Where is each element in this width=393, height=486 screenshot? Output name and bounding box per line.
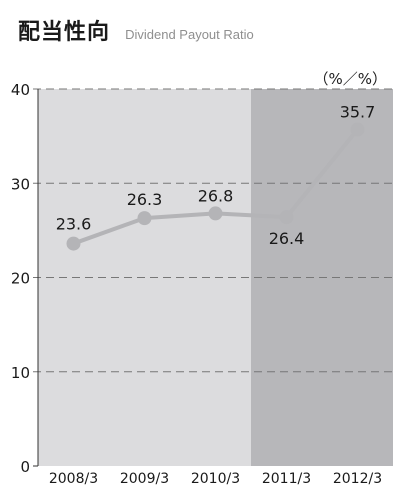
y-tick-label: 40 [11, 81, 30, 99]
data-point [66, 236, 81, 251]
data-point [350, 122, 365, 137]
y-tick-label: 0 [20, 458, 30, 476]
x-tick-label: 2012/3 [333, 471, 382, 486]
chart-title-en: Dividend Payout Ratio [125, 27, 254, 42]
x-tick-label: 2009/3 [120, 471, 169, 486]
y-tick-label: 30 [11, 175, 30, 193]
data-label: 26.8 [198, 186, 234, 205]
x-tick-label: 2011/3 [262, 471, 311, 486]
data-label: 23.6 [56, 215, 92, 234]
data-point [208, 206, 223, 221]
data-point [279, 210, 294, 225]
data-point [137, 211, 152, 226]
x-tick-label: 2010/3 [191, 471, 240, 486]
unit-label: （%／%） [313, 70, 387, 88]
data-label: 26.4 [269, 229, 305, 248]
data-label: 26.3 [127, 190, 163, 209]
y-tick-label: 20 [11, 270, 30, 288]
chart-title: 配当性向 Dividend Payout Ratio [18, 14, 254, 46]
chart-title-jp: 配当性向 [18, 20, 111, 45]
x-tick-label: 2008/3 [49, 471, 98, 486]
y-tick-label: 10 [11, 364, 30, 382]
data-label: 35.7 [340, 103, 376, 122]
